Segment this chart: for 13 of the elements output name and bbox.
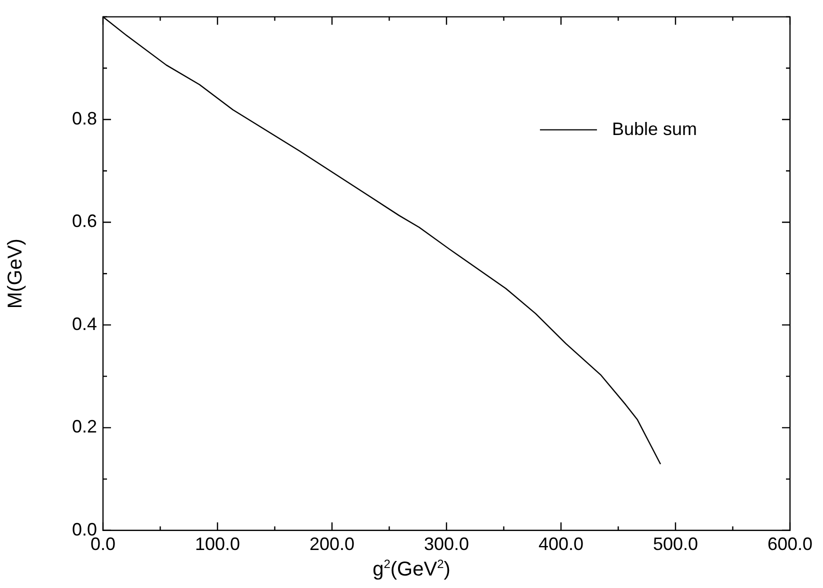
- y-tick-label: 0.8: [72, 108, 97, 128]
- y-tick-label: 0.2: [72, 416, 97, 437]
- x-tick-label: 200.0: [309, 534, 355, 554]
- x-tick-label: 600.0: [767, 534, 813, 554]
- x-axis-title: g$^{2}$(GeV$^{2}$): [372, 557, 452, 582]
- y-tick-label: 0.4: [72, 314, 97, 334]
- x-tick-label: 300.0: [424, 534, 470, 554]
- y-axis-title: M(GeV): [4, 238, 27, 309]
- x-tick-label: 500.0: [652, 534, 698, 554]
- y-tick-label: 0.6: [72, 211, 97, 232]
- legend-label: Buble sum: [612, 118, 698, 139]
- x-tick-label: 400.0: [538, 534, 584, 554]
- x-tick-label: 100.0: [194, 534, 240, 554]
